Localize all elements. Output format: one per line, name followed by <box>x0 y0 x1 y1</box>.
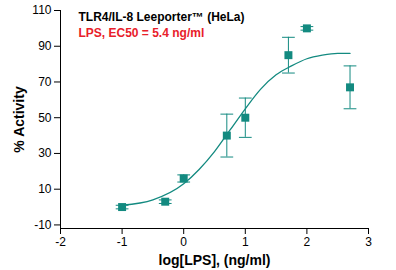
svg-text:50: 50 <box>38 111 52 125</box>
svg-text:-1: -1 <box>117 235 128 249</box>
svg-text:70: 70 <box>38 75 52 89</box>
svg-text:90: 90 <box>38 39 52 53</box>
svg-text:2: 2 <box>304 235 311 249</box>
svg-text:-10: -10 <box>34 218 52 232</box>
svg-text:log[LPS], (ng/ml): log[LPS], (ng/ml) <box>159 252 271 268</box>
svg-text:30: 30 <box>38 146 52 160</box>
svg-text:110: 110 <box>32 3 51 17</box>
svg-text:1: 1 <box>242 235 249 249</box>
svg-text:0: 0 <box>180 235 187 249</box>
svg-text:% Activity: % Activity <box>11 86 27 153</box>
svg-text:3: 3 <box>365 235 372 249</box>
svg-text:LPS, EC50 = 5.4 ng/ml: LPS, EC50 = 5.4 ng/ml <box>79 26 205 40</box>
svg-text:-2: -2 <box>55 235 66 249</box>
svg-text:TLR4/IL-8 Leeporter™ (HeLa): TLR4/IL-8 Leeporter™ (HeLa) <box>79 10 245 24</box>
svg-text:10: 10 <box>38 182 52 196</box>
